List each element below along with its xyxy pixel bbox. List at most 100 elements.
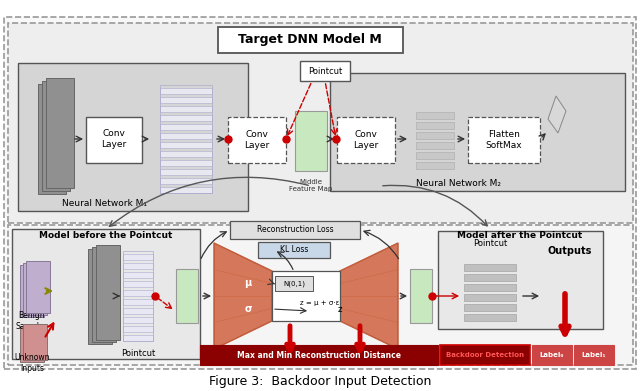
Text: z = μ + σ·ε: z = μ + σ·ε [300,300,340,306]
Bar [416,142,454,149]
Bar [468,117,540,163]
Bar [330,73,625,191]
Bar [123,308,153,314]
Text: N(0,1): N(0,1) [283,281,305,287]
Bar [295,111,327,171]
Text: Flatten
SoftMax: Flatten SoftMax [486,130,522,150]
Bar [160,151,212,157]
Bar [464,274,516,281]
Bar [160,85,212,193]
Bar [258,242,330,258]
Bar [160,142,212,148]
Bar [300,61,350,81]
Text: Target DNN Model M: Target DNN Model M [238,34,382,47]
Text: Figure 3:  Backdoor Input Detection: Figure 3: Backdoor Input Detection [209,375,431,387]
Bar [160,169,212,175]
Text: Middle
Feature Map: Middle Feature Map [289,179,333,192]
Text: Conv
Layer: Conv Layer [244,130,269,150]
Text: Conv
Layer: Conv Layer [101,129,127,149]
Bar [123,317,153,323]
Text: Benign
Samples: Benign Samples [16,311,48,331]
Bar [416,132,454,139]
Bar [160,178,212,184]
Text: Max and Min Reconstruction Distance: Max and Min Reconstruction Distance [237,350,401,359]
Bar [46,78,74,188]
Bar [123,263,153,269]
Polygon shape [340,243,398,349]
Bar [574,345,614,365]
Bar [464,304,516,311]
Bar [123,335,153,341]
Bar [92,246,116,341]
Text: z: z [338,305,342,314]
Bar [416,112,454,119]
Bar [464,264,516,271]
Text: Pointcut: Pointcut [308,66,342,75]
Bar [438,231,603,329]
Bar [218,27,403,53]
Bar [26,261,50,313]
Text: Backdoor Detection: Backdoor Detection [446,352,524,358]
Bar [410,269,432,323]
Text: σ: σ [244,304,252,314]
Bar [272,271,340,321]
Bar [8,225,633,365]
Bar [230,221,360,239]
Text: μ: μ [244,278,252,288]
Bar [123,326,153,332]
Bar [123,281,153,287]
Bar [275,276,313,291]
Bar [123,290,153,296]
Text: Pointcut: Pointcut [473,239,507,248]
Bar [160,133,212,139]
Polygon shape [548,96,566,133]
Bar [12,229,200,359]
Bar [18,63,248,211]
Polygon shape [214,243,272,349]
Bar [123,251,153,341]
Bar [200,345,438,365]
Bar [160,124,212,130]
Bar [160,187,212,193]
Bar [20,326,44,362]
Text: Label₁: Label₁ [582,352,606,358]
Bar [8,23,633,223]
Bar [123,254,153,260]
Bar [228,117,286,163]
Text: Label₀: Label₀ [540,352,564,358]
Bar [416,152,454,159]
Bar [160,106,212,112]
Bar [416,162,454,169]
Text: Model after the Pointcut: Model after the Pointcut [458,231,582,240]
Bar [337,117,395,163]
Bar [23,263,47,315]
Bar [160,97,212,103]
Bar [86,117,142,163]
Text: Outputs: Outputs [548,246,592,256]
Bar [123,299,153,305]
Bar [88,249,112,344]
Bar [160,115,212,121]
Text: Neural Network M₁: Neural Network M₁ [63,199,147,208]
Bar [160,88,212,94]
Bar [96,244,120,339]
Text: Variational Auto-Encoder: Variational Auto-Encoder [253,344,358,353]
Bar [160,160,212,166]
Bar [464,284,516,291]
Bar [464,314,516,321]
Bar [176,269,198,323]
Bar [23,324,47,360]
Bar [123,272,153,278]
Text: Pointcut: Pointcut [121,348,155,357]
Text: Neural Network M₂: Neural Network M₂ [415,179,500,188]
Text: Model before the Pointcut: Model before the Pointcut [39,231,173,240]
Text: KL Loss: KL Loss [280,246,308,255]
Bar [416,122,454,129]
Text: Conv
Layer: Conv Layer [353,130,379,150]
Bar [38,84,66,194]
Bar [440,345,530,365]
Bar [464,294,516,301]
Bar [532,345,572,365]
Text: Unknown
Inputs: Unknown Inputs [14,353,50,373]
Bar [20,265,44,317]
